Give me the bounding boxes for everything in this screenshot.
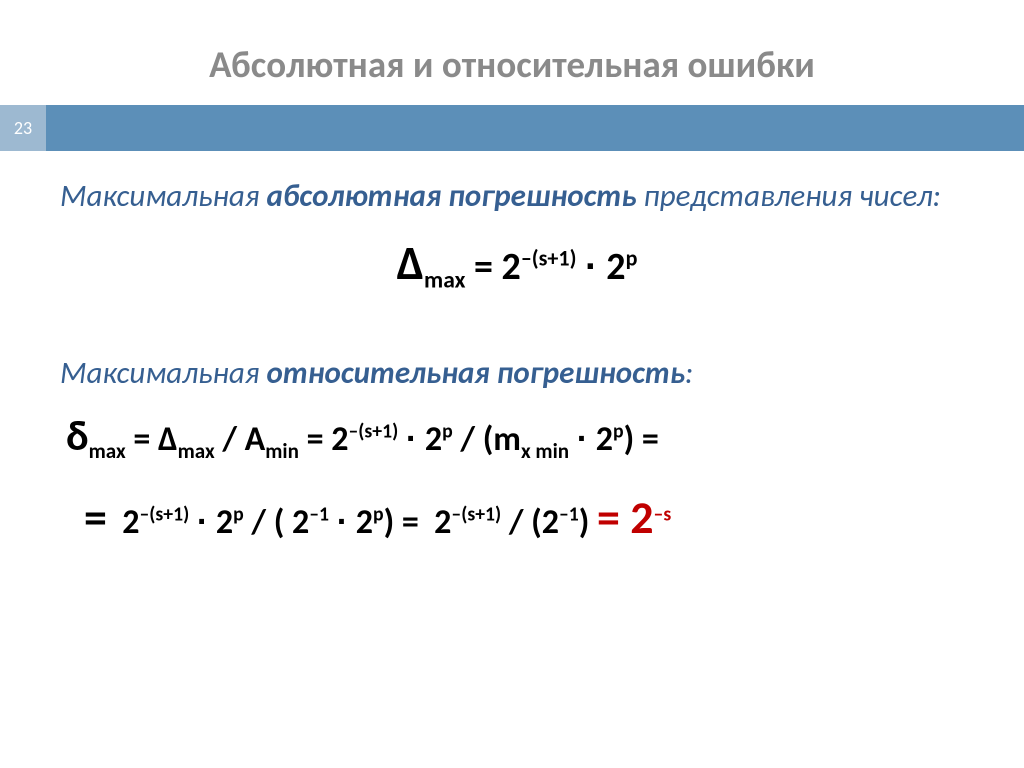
desc1-suffix: представления чисел:: [637, 177, 941, 215]
header-bar: 23: [0, 105, 1024, 151]
desc2-emphasis: относительная погрешность: [267, 354, 686, 392]
page-number: 23: [0, 105, 46, 151]
desc2-prefix: Максимальная: [60, 354, 267, 392]
desc1-prefix: Максимальная: [60, 177, 267, 215]
content-area: Максимальная абсолютная погрешность пред…: [0, 151, 1024, 546]
desc1-emphasis: абсолютная погрешность: [267, 177, 637, 215]
description-absolute: Максимальная абсолютная погрешность пред…: [60, 177, 974, 216]
formula-relative-error-line2: = 2–(s+1) · 2p / ( 2–1 · 2p) = 2–(s+1) /…: [60, 490, 974, 546]
formula-relative-error-line1: δmax = Δmax / Amin = 2–(s+1) · 2p / (mx …: [60, 411, 974, 464]
desc2-suffix: :: [685, 354, 693, 392]
description-relative: Максимальная относительная погрешность:: [60, 354, 974, 393]
formula-absolute-error: Δmax = 2–(s+1) · 2p: [60, 234, 974, 295]
slide-title: Абсолютная и относительная ошибки: [0, 0, 1024, 105]
